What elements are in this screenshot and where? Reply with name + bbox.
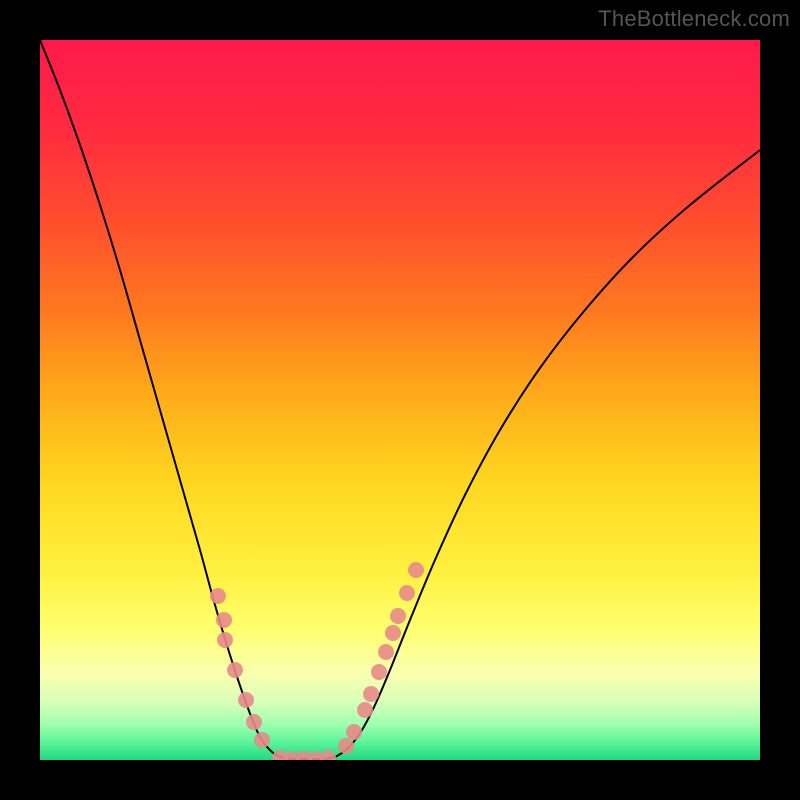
data-marker [357, 702, 373, 718]
data-marker [227, 662, 243, 678]
data-marker [363, 686, 379, 702]
data-marker [246, 714, 262, 730]
data-marker [408, 562, 424, 578]
data-marker [254, 732, 270, 748]
data-marker [371, 664, 387, 680]
data-marker [216, 612, 232, 628]
data-marker [378, 644, 394, 660]
data-marker [390, 608, 406, 624]
data-marker [346, 724, 362, 740]
chart-canvas: TheBottleneck.com [0, 0, 800, 800]
bottleneck-v-chart [40, 40, 760, 760]
plot-area [40, 40, 760, 760]
data-marker [210, 588, 226, 604]
data-marker [217, 632, 233, 648]
data-marker [238, 692, 254, 708]
data-marker [399, 585, 415, 601]
data-marker [338, 738, 354, 754]
data-marker [385, 625, 401, 641]
gradient-background [40, 40, 760, 760]
watermark-text: TheBottleneck.com [598, 6, 790, 32]
